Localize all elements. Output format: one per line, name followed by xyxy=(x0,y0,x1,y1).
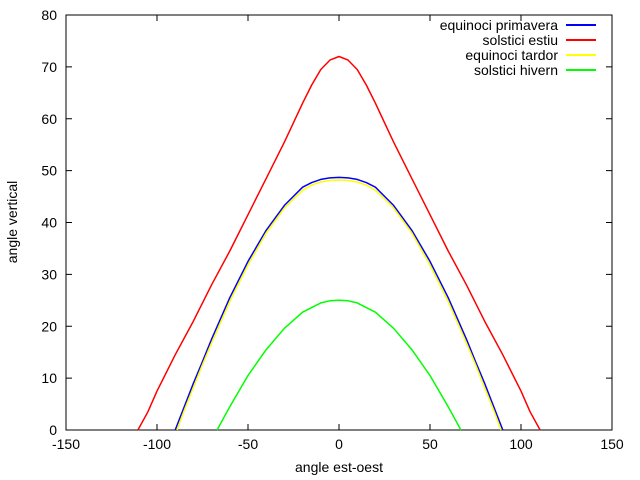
x-tick-labels: -150 -100 -50 0 50 100 150 xyxy=(52,436,624,452)
y-tick-label: 40 xyxy=(41,215,57,231)
x-tick-label: 150 xyxy=(600,436,624,452)
x-tick-label: -150 xyxy=(52,436,80,452)
y-tick-label: 30 xyxy=(41,266,57,282)
legend-label-3: equinoci tardor xyxy=(465,47,558,63)
y-tick-label: 50 xyxy=(41,163,57,179)
y-tick-label: 10 xyxy=(41,370,57,386)
x-tick-label: 100 xyxy=(509,436,533,452)
x-tick-label: -50 xyxy=(238,436,258,452)
x-tick-label: 0 xyxy=(335,436,343,452)
x-tick-label: 50 xyxy=(422,436,438,452)
y-tick-label: 70 xyxy=(41,59,57,75)
series-line-4 xyxy=(216,299,462,431)
y-tick-label: 60 xyxy=(41,111,57,127)
y-tick-label: 80 xyxy=(41,7,57,23)
series-line-1 xyxy=(174,176,504,431)
legend-label-2: solstici estiu xyxy=(483,32,558,48)
legend-label-4: solstici hivern xyxy=(474,62,558,78)
x-tick-label: -100 xyxy=(143,436,171,452)
legend-label-1: equinoci primavera xyxy=(440,17,558,33)
y-tick-label: 20 xyxy=(41,318,57,334)
y-tick-labels: 0 10 20 30 40 50 60 70 80 xyxy=(41,7,57,438)
series-line-2 xyxy=(137,55,541,431)
axis-ticks xyxy=(65,14,613,431)
y-axis-label: angle vertical xyxy=(4,181,20,264)
series-lines xyxy=(137,55,541,431)
y-tick-label: 0 xyxy=(49,422,57,438)
series-line-3 xyxy=(176,179,502,431)
x-axis-label: angle est-oest xyxy=(295,459,383,475)
